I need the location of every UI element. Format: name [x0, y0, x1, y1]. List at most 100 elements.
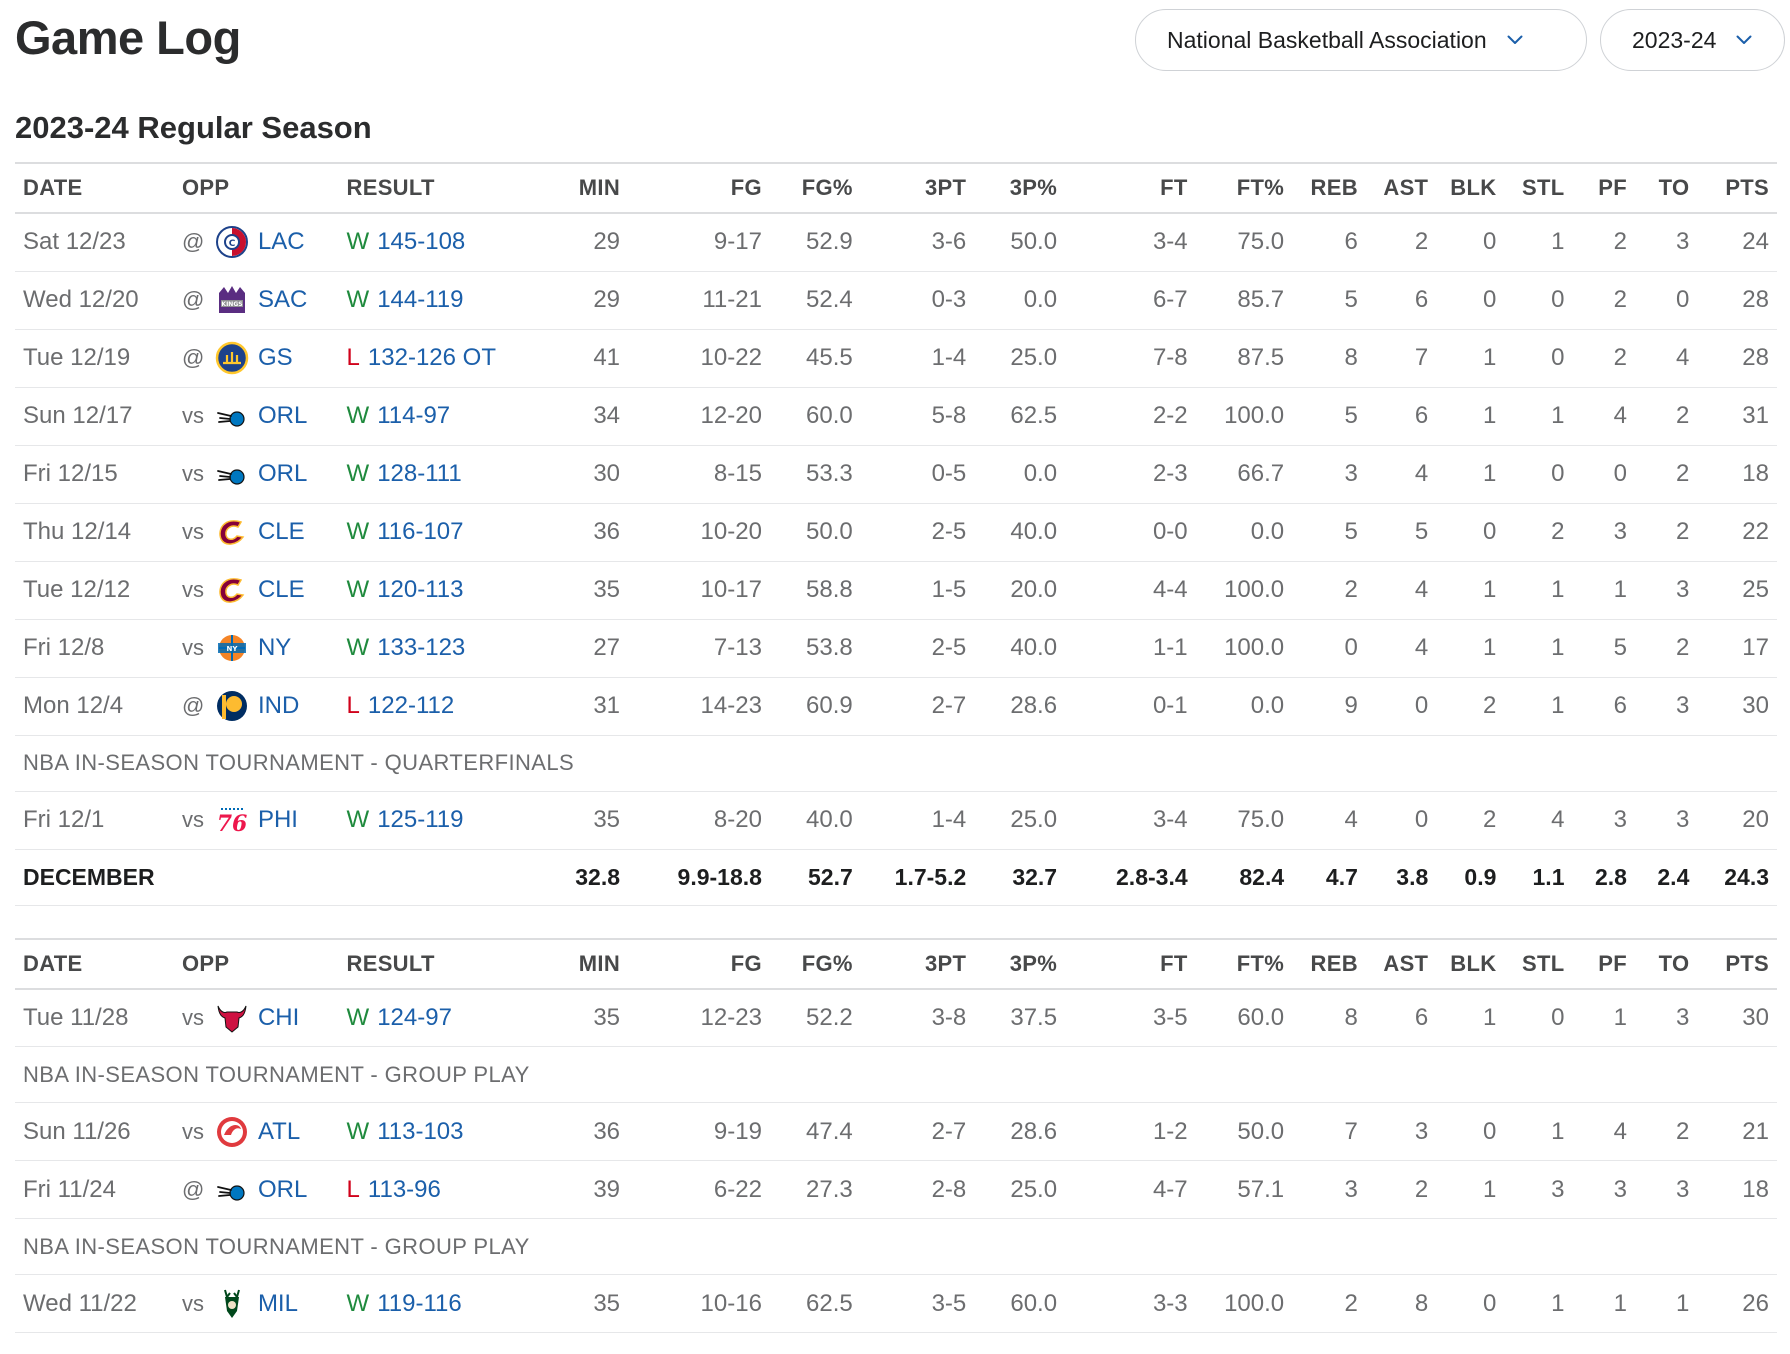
- stat-fgp: 47.4: [806, 1117, 853, 1145]
- stat-ft: 2-3: [1152, 460, 1188, 487]
- opponent-team-link[interactable]: GS: [257, 344, 293, 371]
- opponent: vs ORL: [182, 398, 331, 434]
- table-row: Sun 12/17 vs ORL W 114-97 34 12-20 60.0 5-8 62.5 2…: [15, 387, 1777, 445]
- opponent-team-link[interactable]: NY: [257, 634, 292, 661]
- stat-pts: 20: [1742, 806, 1769, 833]
- league-dropdown[interactable]: National Basketball Association: [1135, 9, 1587, 71]
- opponent-team-link[interactable]: ORL: [257, 460, 308, 487]
- stat-blk: 2: [1483, 692, 1497, 719]
- result-cell: L 122-112: [339, 677, 560, 735]
- opponent-cell: vs ATL: [174, 1103, 339, 1161]
- opponent-team-link[interactable]: SAC: [257, 286, 308, 313]
- bucks-logo-icon[interactable]: [214, 1286, 250, 1322]
- stat-min: 35: [593, 806, 621, 833]
- game-score-link[interactable]: 113-103: [377, 1117, 464, 1145]
- bulls-logo-icon[interactable]: [214, 1000, 250, 1036]
- game-score-link[interactable]: 145-108: [377, 228, 466, 256]
- column-header-ftp: FT%: [1236, 175, 1285, 200]
- game-score-link[interactable]: 119-116: [377, 1289, 462, 1317]
- stat-pts: 17: [1742, 634, 1769, 661]
- stat-stl: 0: [1551, 344, 1565, 371]
- 76ers-logo-icon[interactable]: 76: [214, 802, 250, 838]
- opponent-team-link[interactable]: ATL: [257, 1117, 301, 1145]
- svg-text:NY: NY: [226, 645, 238, 653]
- game-score-link[interactable]: 113-96: [367, 1175, 441, 1203]
- stat-pts: 30: [1742, 692, 1769, 719]
- magic-logo-icon[interactable]: [214, 456, 250, 492]
- tournament-label-row: NBA IN-SEASON TOURNAMENT - QUARTERFINALS: [15, 735, 1777, 791]
- opponent-cell: @ IND: [174, 677, 339, 735]
- stat-reb: 3: [1344, 1175, 1358, 1203]
- game-score-link[interactable]: 124-97: [377, 1003, 452, 1031]
- stat-fgp: 60.9: [806, 692, 853, 719]
- opponent: vs 76 PHI: [182, 802, 331, 838]
- stat-reb: 9: [1344, 692, 1358, 719]
- stat-blk: 1: [1483, 1003, 1497, 1031]
- stat-stl: 1: [1551, 634, 1565, 661]
- season-dropdown[interactable]: 2023-24: [1600, 9, 1785, 71]
- opponent-team-link[interactable]: IND: [257, 692, 300, 719]
- stat-ast: 6: [1414, 1003, 1429, 1031]
- column-header-opp: OPP: [181, 950, 230, 976]
- game-score-link[interactable]: 120-113: [377, 576, 464, 603]
- pacers-logo-icon[interactable]: [214, 688, 250, 724]
- opponent-team-link[interactable]: PHI: [257, 806, 298, 833]
- stat-stl: 1: [1551, 402, 1565, 429]
- stat-stl: 1: [1551, 1289, 1565, 1317]
- stat-min: 36: [593, 1117, 621, 1145]
- game-date: Fri 12/1: [23, 806, 105, 833]
- stat-stl: 3: [1551, 1175, 1565, 1203]
- kings-logo-icon[interactable]: KINGS: [214, 282, 250, 318]
- cavaliers-logo-icon[interactable]: [214, 572, 250, 608]
- clippers-logo-icon[interactable]: C: [214, 224, 250, 260]
- game-score-link[interactable]: 122-112: [367, 692, 455, 719]
- opponent-team-link[interactable]: LAC: [257, 228, 305, 256]
- stat-min: 31: [593, 692, 621, 719]
- table-row: Wed 11/22 vs MIL W 119-116 35 10-16 62.5 3-5 60.0…: [15, 1275, 1777, 1333]
- column-header-to: TO: [1658, 950, 1690, 976]
- opponent-team-link[interactable]: CLE: [257, 518, 305, 545]
- knicks-logo-icon[interactable]: NY: [214, 630, 250, 666]
- stat-tpp: 25.0: [1010, 806, 1058, 833]
- opponent-team-link[interactable]: CLE: [257, 576, 305, 603]
- game-score-link[interactable]: 125-119: [377, 806, 464, 833]
- opponent-team-link[interactable]: ORL: [257, 1175, 308, 1203]
- stat-ast: 8: [1414, 1289, 1429, 1317]
- column-header-ft: FT: [1160, 175, 1188, 200]
- opponent-team-link[interactable]: CHI: [257, 1003, 300, 1031]
- stat-reb: 5: [1344, 402, 1358, 429]
- warriors-logo-icon[interactable]: [214, 340, 250, 376]
- hawks-logo-icon[interactable]: [214, 1114, 250, 1150]
- opponent: vs CHI: [182, 1000, 331, 1036]
- stat-ast: 6: [1414, 286, 1429, 313]
- stat-blk: 0: [1483, 1289, 1497, 1317]
- game-score-link[interactable]: 128-111: [377, 460, 462, 487]
- stat-fg: 10-22: [700, 344, 762, 371]
- column-header-tpp: 3P%: [1009, 950, 1058, 976]
- game-score-link[interactable]: 144-119: [377, 286, 464, 313]
- stat-tpp: 62.5: [1010, 402, 1058, 429]
- league-dropdown-label: National Basketball Association: [1167, 26, 1487, 53]
- home-away-indicator: @: [181, 345, 205, 370]
- stat-fgp: 53.8: [806, 634, 853, 661]
- column-header-date: DATE: [23, 175, 83, 200]
- stat-ast: 4: [1414, 576, 1429, 603]
- opponent-team-link[interactable]: MIL: [257, 1289, 298, 1317]
- magic-logo-icon[interactable]: [214, 398, 250, 434]
- stat-pts: 31: [1742, 402, 1769, 429]
- table-row: Wed 12/20 @ KINGS SAC W 144-119 29 11-21 52.4 0-3…: [15, 271, 1777, 329]
- column-header-to: TO: [1658, 175, 1690, 200]
- game-score-link[interactable]: 133-123: [377, 634, 466, 661]
- stat-tpp: 50.0: [1010, 228, 1058, 256]
- stat-ftp: 75.0: [1237, 228, 1285, 256]
- magic-logo-icon[interactable]: [214, 1172, 250, 1208]
- stat-to: 4: [1676, 344, 1690, 371]
- stat-stl: 0: [1551, 460, 1565, 487]
- game-score-link[interactable]: 116-107: [377, 518, 464, 545]
- game-score-link[interactable]: 132-126 OT: [367, 344, 496, 371]
- stat-tpt: 2-7: [931, 1117, 967, 1145]
- opponent-team-link[interactable]: ORL: [257, 402, 308, 429]
- game-score-link[interactable]: 114-97: [377, 402, 451, 429]
- stat-tpt: 2-5: [931, 518, 967, 545]
- cavaliers-logo-icon[interactable]: [214, 514, 250, 550]
